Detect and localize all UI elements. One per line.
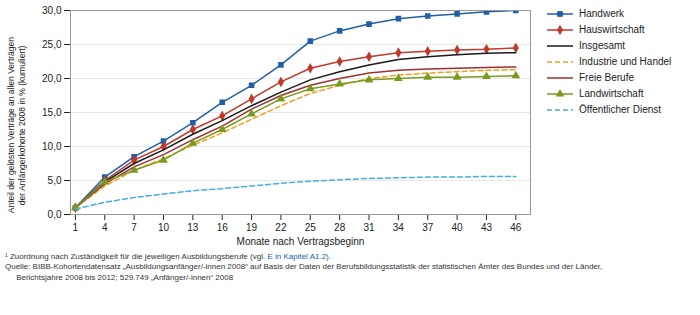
svg-text:15,0: 15,0	[42, 107, 62, 118]
svg-text:16: 16	[217, 222, 229, 233]
html-text:Anteil der gelösten Verträge a: Anteil der gelösten Verträge an allen Ve…	[6, 36, 27, 214]
svg-text:20,0: 20,0	[42, 73, 62, 84]
html-text:Handwerk: Handwerk	[579, 8, 624, 19]
html-text:Quelle: BIBB-Kohortendatensatz: Quelle: BIBB-Kohortendatensatz „Ausbildu…	[5, 262, 603, 272]
svg-text:13: 13	[187, 222, 199, 233]
svg-text:43: 43	[481, 222, 493, 233]
svg-text:10,0: 10,0	[42, 141, 62, 152]
svg-text:46: 46	[510, 222, 522, 233]
svg-text:Monate nach Vertragsbeginn: Monate nach Vertragsbeginn	[237, 236, 365, 247]
svg-text:5,0: 5,0	[48, 175, 62, 186]
svg-text:31: 31	[363, 222, 375, 233]
svg-text:10: 10	[158, 222, 170, 233]
svg-text:4: 4	[102, 222, 108, 233]
svg-text:34: 34	[393, 222, 405, 233]
html-text:Öffentlicher Dienst: Öffentlicher Dienst	[579, 104, 662, 115]
html-text:Hauswirtschaft: Hauswirtschaft	[579, 24, 645, 35]
svg-text:25: 25	[305, 222, 317, 233]
html-text:Industrie und Handel: Industrie und Handel	[579, 56, 672, 67]
svg-text:1: 1	[73, 222, 79, 233]
svg-text:19: 19	[246, 222, 258, 233]
html-text:Insgesamt: Insgesamt	[579, 40, 626, 51]
svg-text:37: 37	[422, 222, 434, 233]
svg-text:30,0: 30,0	[42, 5, 62, 16]
svg-text:22: 22	[275, 222, 287, 233]
svg-text:25,0: 25,0	[42, 39, 62, 50]
svg-text:28: 28	[334, 222, 346, 233]
svg-text:0,0: 0,0	[48, 209, 62, 220]
html-text:Landwirtschaft: Landwirtschaft	[579, 88, 644, 99]
html-text:¹ Zuordnung nach Zuständigkeit: ¹ Zuordnung nach Zuständigkeit für die j…	[5, 252, 331, 261]
html-text:Freie Berufe: Freie Berufe	[579, 72, 634, 83]
html-text:Berichtsjahre 2008 bis 2012; 5: Berichtsjahre 2008 bis 2012; 529.749 „An…	[5, 272, 234, 282]
svg-text:7: 7	[131, 222, 137, 233]
svg-text:40: 40	[452, 222, 464, 233]
